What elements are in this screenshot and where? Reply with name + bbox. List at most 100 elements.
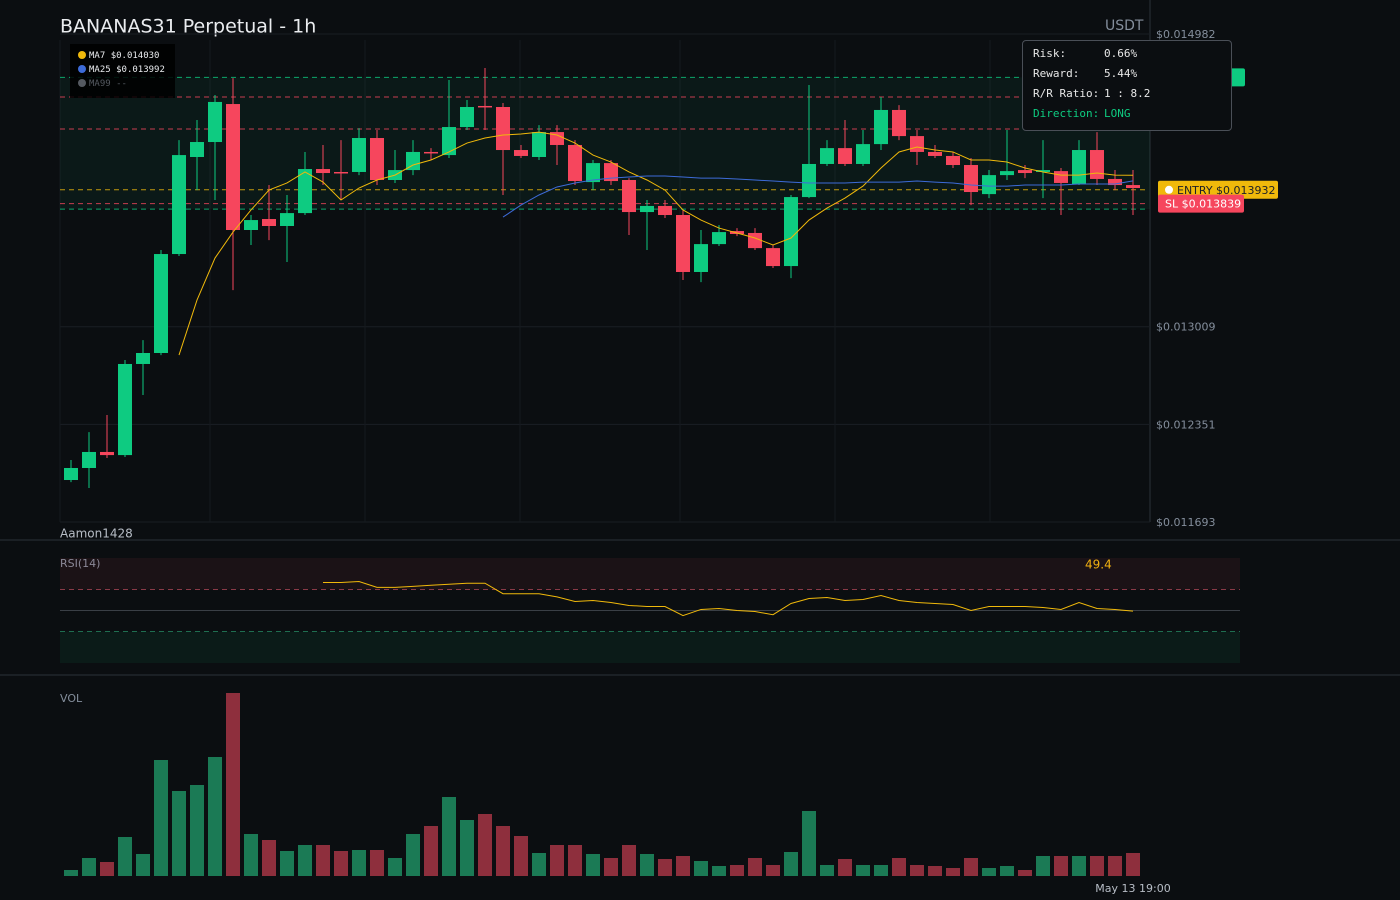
volume-bar <box>316 845 330 876</box>
volume-bar <box>424 826 438 876</box>
volume-bar <box>622 845 636 876</box>
candle-body <box>478 105 492 108</box>
candle-body <box>1108 178 1122 186</box>
candle-body <box>568 144 582 182</box>
volume-bar <box>1054 856 1068 876</box>
candle-body <box>586 163 600 183</box>
candle-body <box>604 163 618 182</box>
volume-bar <box>172 791 186 876</box>
x-tick-label: May 13 19:00 <box>1095 882 1170 895</box>
volume-bar <box>658 859 672 876</box>
candle-body <box>496 106 510 151</box>
candle-body <box>856 144 870 164</box>
level-tag <box>1158 180 1278 199</box>
currency: USDT <box>1105 18 1144 34</box>
candle-body <box>82 451 96 468</box>
candle-body <box>370 138 384 180</box>
volume-bar <box>226 693 240 876</box>
volume-bar <box>460 820 474 876</box>
volume-bar <box>1126 853 1140 876</box>
volume-bar <box>190 785 204 876</box>
candle-body <box>874 109 888 145</box>
volume-bar <box>964 858 978 876</box>
candle-body <box>1126 185 1140 189</box>
volume-bar <box>982 868 996 876</box>
candle-body <box>352 138 366 172</box>
candle-body <box>1072 150 1086 185</box>
volume-bar <box>802 811 816 876</box>
volume-bar <box>784 852 798 876</box>
rsi-overbought-zone <box>60 558 1240 590</box>
volume-bar <box>874 865 888 876</box>
volume-bar <box>712 866 726 876</box>
volume-bar <box>262 840 276 876</box>
candle-body <box>190 142 204 158</box>
legend-entry: MA99 -- <box>89 79 127 89</box>
volume-bar <box>478 814 492 876</box>
volume-bar <box>856 865 870 876</box>
candle-body <box>694 244 708 272</box>
candle-body <box>910 136 924 152</box>
candle-body <box>316 169 330 174</box>
tooltip-label: Risk: <box>1033 47 1067 60</box>
rsi-line <box>323 581 1134 617</box>
legend-value: $0.013992 <box>116 65 165 75</box>
volume-bar <box>64 870 78 876</box>
volume-bar <box>694 861 708 876</box>
volume-bar <box>388 858 402 876</box>
candle-body <box>64 467 78 481</box>
volume-bar <box>946 868 960 876</box>
candle-body <box>136 353 150 364</box>
candle-body <box>640 205 654 213</box>
volume-bar <box>1000 866 1014 876</box>
level-tag <box>1158 194 1244 213</box>
tooltip-label: Reward: <box>1033 67 1080 80</box>
tooltip-label: R/R Ratio: <box>1033 87 1100 100</box>
legend-name: MA25 <box>89 65 111 75</box>
volume-bar <box>370 850 384 876</box>
candle-body <box>100 451 114 456</box>
candle-body <box>1018 170 1032 174</box>
candle-body <box>262 219 276 226</box>
candle-body <box>298 169 312 214</box>
candle-body <box>928 151 942 156</box>
volume-bar <box>910 865 924 876</box>
volume-bar <box>334 851 348 876</box>
volume-bar <box>604 858 618 876</box>
candle-body <box>532 132 546 158</box>
volume-bar <box>766 865 780 876</box>
tag-dot <box>1165 185 1173 194</box>
volume-bar <box>1108 856 1122 876</box>
candle-body <box>334 171 348 174</box>
tooltip-value: 1 : 8.2 <box>1104 87 1151 100</box>
volume-bar <box>442 797 456 876</box>
level-label: SL $0.013839 <box>1165 198 1241 211</box>
candle-body <box>802 163 816 198</box>
ma-line <box>178 131 1134 356</box>
watermark: Aamon1428 <box>60 527 133 541</box>
candle-body <box>748 232 762 249</box>
candle-body <box>1036 170 1050 172</box>
candle-body <box>1090 150 1104 179</box>
volume-bar <box>496 826 510 876</box>
volume-bar <box>514 836 528 876</box>
candle-body <box>838 148 852 164</box>
volume-bar <box>136 854 150 876</box>
ma-line <box>502 175 1134 218</box>
candle-body <box>1000 171 1014 176</box>
y-tick-label: $0.013009 <box>1156 321 1216 334</box>
tooltip-label: Direction: <box>1033 107 1100 120</box>
legend-entry: MA7 $0.014030 <box>89 51 159 61</box>
volume-bar <box>352 850 366 876</box>
volume-bar <box>244 834 258 876</box>
tooltip-value: 5.44% <box>1104 67 1138 80</box>
candle-body <box>226 104 240 231</box>
legend-dot <box>78 65 86 73</box>
volume-bar <box>586 854 600 876</box>
candle-body <box>766 248 780 267</box>
volume-bar <box>820 865 834 876</box>
legend-value: $0.014030 <box>111 51 160 61</box>
legend-name: MA7 <box>89 51 105 61</box>
candle-body <box>892 109 906 137</box>
candle-body <box>280 213 294 226</box>
